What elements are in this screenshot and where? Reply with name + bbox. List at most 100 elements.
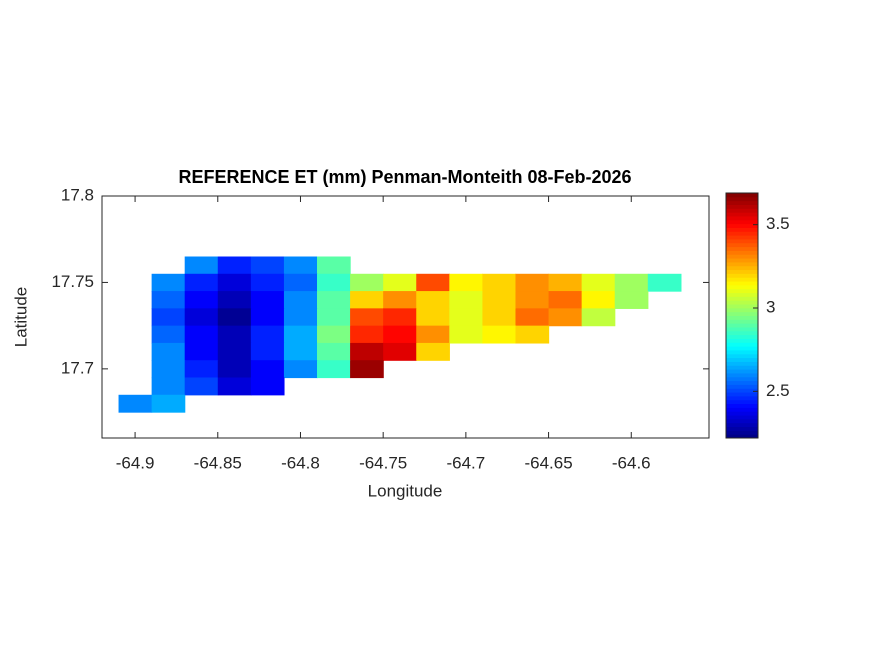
colorbar-step	[726, 292, 758, 297]
x-tick-label: -64.9	[116, 453, 155, 472]
x-tick-label: -64.65	[524, 453, 572, 472]
heatmap	[118, 256, 682, 413]
x-tick-label: -64.8	[281, 453, 320, 472]
colorbar-step	[726, 288, 758, 294]
heatmap-cell	[283, 325, 318, 344]
heatmap-cell	[383, 308, 417, 327]
colorbar-box	[725, 192, 759, 439]
colorbar-step	[726, 392, 758, 397]
colorbar-step	[726, 212, 758, 217]
colorbar-step	[726, 369, 758, 374]
y-tick-label: 17.8	[61, 185, 94, 204]
colorbar-step	[726, 426, 758, 431]
heatmap-cell	[383, 342, 417, 361]
heatmap-cell	[250, 256, 285, 275]
colorbar-step	[726, 388, 758, 393]
colorbar-step	[726, 411, 758, 416]
heatmap-cell	[184, 273, 219, 292]
heatmap-cell	[515, 273, 550, 292]
heatmap-cell	[581, 273, 616, 292]
colorbar-step	[726, 361, 758, 366]
heatmap-cell	[283, 342, 318, 361]
heatmap-cell	[151, 273, 186, 292]
heatmap-cell	[283, 360, 318, 379]
colorbar-step	[726, 357, 758, 362]
heatmap-cell	[350, 273, 384, 292]
heatmap-cell	[548, 308, 583, 327]
colorbar-step	[726, 418, 758, 424]
colorbar-step	[726, 246, 758, 251]
colorbar-step	[726, 242, 758, 248]
y-tick-label: 17.75	[51, 272, 94, 291]
x-tick-label: -64.75	[359, 453, 407, 472]
colorbar-step	[726, 265, 758, 271]
heatmap-cell	[350, 360, 384, 379]
colorbar-step	[726, 330, 758, 336]
heatmap-cell	[250, 377, 285, 396]
heatmap-cell	[647, 273, 682, 292]
heatmap-cell	[482, 273, 517, 292]
heatmap-cell	[283, 256, 318, 275]
heatmap-cell	[317, 256, 351, 275]
colorbar-step	[726, 403, 758, 408]
colorbar-step	[726, 365, 758, 370]
colorbar-step	[726, 219, 758, 225]
colorbar-step	[726, 342, 758, 347]
y-tick-label: 17.7	[61, 358, 94, 377]
heatmap-cell	[151, 377, 186, 396]
heatmap-cell	[184, 291, 219, 309]
heatmap-cell	[184, 308, 219, 327]
heatmap-cell	[482, 291, 517, 309]
colorbar-step	[726, 269, 758, 274]
heatmap-cell	[350, 291, 384, 309]
colorbar-step	[726, 204, 758, 209]
x-tick-label: -64.85	[194, 453, 242, 472]
colorbar-step	[726, 277, 758, 282]
heatmap-cell	[383, 291, 417, 309]
colorbar-step	[726, 407, 758, 412]
heatmap-cell	[217, 360, 252, 379]
colorbar-step	[726, 281, 758, 286]
colorbar-step	[726, 376, 758, 382]
colorbar-step	[726, 422, 758, 428]
colorbar-step	[726, 238, 758, 244]
heatmap-cell	[449, 308, 484, 327]
heatmap-cell	[350, 342, 384, 361]
heatmap-cell	[217, 308, 252, 327]
heatmap-cell	[217, 342, 252, 361]
heatmap-cell	[217, 256, 252, 275]
heatmap-cell	[449, 325, 484, 344]
heatmap-cell	[350, 308, 384, 327]
colorbar-step	[726, 415, 758, 420]
heatmap-cell	[217, 325, 252, 344]
colorbar-step	[726, 193, 758, 198]
heatmap-cell	[250, 360, 285, 379]
heatmap-cell	[350, 325, 384, 344]
axes-box	[101, 195, 710, 439]
heatmap-cell	[250, 291, 285, 309]
colorbar-tick-label: 3	[766, 297, 775, 316]
colorbar-step	[726, 227, 758, 232]
colorbar-step	[726, 334, 758, 339]
heatmap-cell	[614, 291, 649, 309]
heatmap-cell	[416, 325, 450, 344]
heatmap-cell	[449, 273, 484, 292]
heatmap-cell	[482, 325, 517, 344]
heatmap-cell	[184, 342, 219, 361]
heatmap-cell	[151, 394, 186, 413]
colorbar-step	[726, 346, 758, 351]
colorbar-step	[726, 261, 758, 267]
heatmap-cell	[515, 308, 550, 327]
heatmap-cell	[217, 291, 252, 309]
colorbar-step	[726, 231, 758, 236]
heatmap-cell	[416, 273, 450, 292]
colorbar-step	[726, 380, 758, 385]
colorbar-step	[726, 323, 758, 328]
colorbar-step	[726, 300, 758, 305]
heatmap-cell	[283, 273, 318, 292]
heatmap-cell	[317, 360, 351, 379]
colorbar-step	[726, 395, 758, 401]
heatmap-cell	[151, 308, 186, 327]
colorbar-step	[726, 399, 758, 405]
heatmap-cell	[250, 325, 285, 344]
